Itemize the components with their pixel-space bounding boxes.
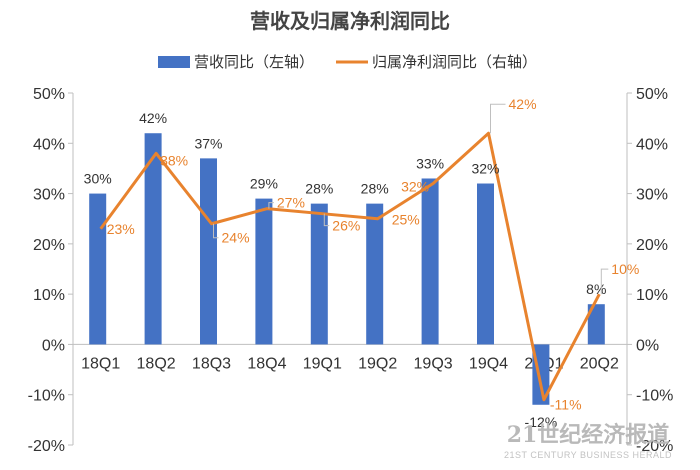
y-tick-label-right: -10% (636, 388, 673, 405)
line-data-label: 24% (222, 230, 250, 246)
data-labels: 30% 42% 37% 29% 28% 28% 33% 32% -12% 8% 23% 38% 24% 2… (84, 96, 640, 430)
y-tick-label-right: 30% (636, 187, 668, 204)
watermark-main: 21世纪经济报道 (507, 422, 670, 448)
line-data-label: 10% (611, 261, 639, 277)
x-tick-label: 19Q2 (358, 355, 397, 372)
line-data-label: -11% (550, 397, 582, 413)
line-data-label: 23% (107, 221, 135, 237)
bar (200, 158, 217, 345)
line-data-label: 38% (160, 152, 188, 168)
bar (255, 198, 273, 345)
line-label-leader (213, 223, 219, 239)
bar-data-label: 37% (194, 135, 222, 151)
x-tick-label: 18Q3 (192, 355, 231, 372)
x-tick-label: 19Q1 (303, 355, 342, 372)
chart-title: 营收及归属净利润同比 (250, 9, 450, 33)
y-tick-label-left: 10% (33, 287, 65, 304)
line-path (99, 131, 601, 402)
line-data-label: 27% (277, 195, 305, 211)
line-data-label: 42% (509, 96, 537, 112)
watermark-sub: 21ST CENTURY BUSINESS HERALD (504, 450, 672, 460)
bar (89, 193, 107, 345)
x-tick-label: 20Q2 (580, 355, 619, 372)
bar-data-label: 42% (139, 110, 167, 126)
y-tick-label-left: 20% (33, 237, 65, 254)
line-label-leader (268, 202, 274, 209)
bar (477, 183, 494, 345)
x-tick-label: 19Q3 (414, 355, 453, 372)
bar (421, 178, 439, 345)
y-tick-label-left: 30% (33, 187, 65, 204)
bar (587, 304, 605, 345)
y-tick-label-left: 50% (33, 86, 65, 103)
y-tick-label-right: 20% (636, 237, 668, 254)
y-tick-label-right: 50% (636, 86, 668, 103)
y-tick-label-right: -20% (636, 438, 673, 455)
x-tick-label: 18Q4 (247, 355, 286, 372)
bar-data-label: 33% (416, 155, 444, 171)
line-series (99, 131, 601, 402)
y-tick-label-left: 40% (33, 136, 65, 153)
bar-data-label: 29% (250, 176, 278, 192)
line-label-leader (323, 213, 330, 227)
y-tick-label-right: 10% (636, 287, 668, 304)
x-tick-label: 19Q4 (469, 355, 508, 372)
bar-data-label: 32% (471, 161, 499, 177)
bar-data-label: 28% (361, 181, 389, 197)
line-label-leader (600, 268, 609, 295)
x-tick-label: 18Q1 (81, 355, 120, 372)
line-data-label: 32% (401, 179, 429, 195)
line-label-leader (490, 103, 506, 134)
legend-label-bar: 营收同比（左轴） (194, 54, 314, 71)
y-tick-label-left: -20% (28, 438, 65, 455)
bar-data-label: 30% (84, 171, 112, 187)
line-data-label: 25% (392, 212, 420, 228)
y-tick-label-right: 0% (636, 337, 659, 354)
bars (89, 133, 605, 405)
bar (144, 133, 162, 345)
bar-data-label: -12% (525, 414, 558, 430)
legend-swatch-bar (158, 56, 190, 68)
y-tick-label-left: -10% (28, 388, 65, 405)
legend: 营收同比（左轴） 归属净利润同比（右轴） (158, 54, 537, 71)
watermark: 21世纪经济报道 21ST CENTURY BUSINESS HERALD (504, 422, 672, 460)
x-tick-label: 18Q2 (137, 355, 176, 372)
bar (366, 203, 384, 345)
legend-label-line: 归属净利润同比（右轴） (372, 54, 537, 71)
bar-data-label: 8% (586, 281, 606, 297)
y-tick-label-right: 40% (636, 136, 668, 153)
y-tick-label-left: 0% (42, 337, 65, 354)
bar-data-label: 28% (305, 181, 333, 197)
line-data-label: 26% (332, 218, 360, 234)
bar (310, 203, 328, 345)
